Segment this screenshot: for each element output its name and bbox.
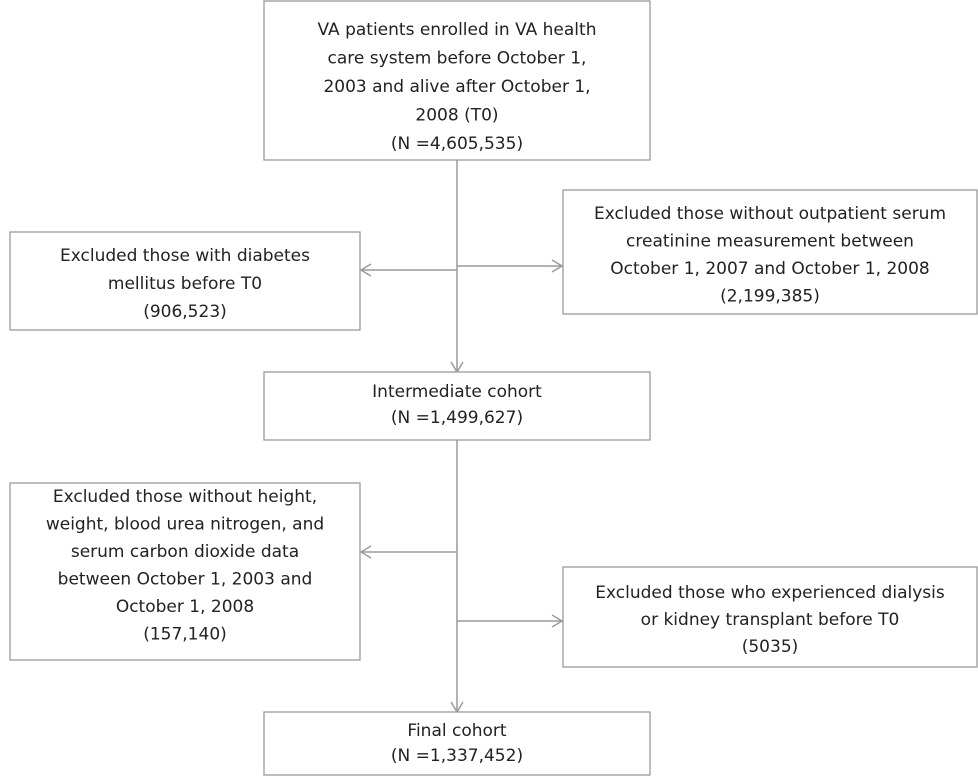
node-box (263, 0, 651, 161)
node: VA patients enrolled in VA health care sy… (263, 0, 651, 161)
node-text: (N =1,337,452) (391, 746, 523, 766)
node-text: Excluded those who experienced dialysis (595, 583, 945, 603)
node-text: Excluded those without outpatient serum (594, 204, 946, 224)
node-text: Final cohort (407, 721, 506, 741)
node: Excluded those without outpatient serum c… (562, 189, 978, 315)
arrowhead (551, 614, 564, 628)
node-text: Intermediate cohort (372, 382, 542, 402)
node-box (9, 482, 361, 661)
node: Excluded those who experienced dialysis o… (562, 566, 978, 668)
node-box (562, 566, 978, 668)
node-text: 2008 (T0) (415, 106, 498, 126)
node-text: (157,140) (143, 625, 227, 645)
node-text: October 1, 2008 (116, 597, 254, 617)
arrowhead (359, 263, 372, 277)
node-box (263, 371, 651, 441)
node-text: October 1, 2007 and October 1, 2008 (610, 259, 929, 279)
connectors (359, 160, 564, 714)
node-text: creatinine measurement between (626, 232, 914, 252)
node-text: weight, blood urea nitrogen, and (46, 515, 324, 535)
node-text: serum carbon dioxide data (71, 542, 299, 562)
node-text: or kidney transplant before T0 (641, 610, 900, 630)
node-text: care system before October 1, (328, 49, 587, 69)
arrowhead (359, 545, 372, 559)
node: Excluded those without height, weight, bl… (9, 482, 361, 661)
node: Excluded those with diabetes mellitus bef… (9, 231, 361, 331)
node-text: VA patients enrolled in VA health (318, 20, 597, 40)
node-text: (906,523) (143, 302, 227, 322)
node-box (562, 189, 978, 315)
node-text: mellitus before T0 (108, 274, 262, 294)
node-text: (N =4,605,535) (391, 134, 523, 154)
node-text: (5035) (742, 637, 799, 657)
node-text: between October 1, 2003 and (58, 570, 313, 590)
node-text: 2003 and alive after October 1, (323, 77, 590, 97)
node: Final cohort (N =1,337,452) (263, 711, 651, 776)
arrowhead (551, 259, 564, 273)
node-text: Excluded those with diabetes (60, 246, 310, 266)
node-box (9, 231, 361, 331)
node-text: Excluded those without height, (53, 487, 317, 507)
node-text: (N =1,499,627) (391, 408, 523, 428)
node-box (263, 711, 651, 776)
node-text: (2,199,385) (720, 287, 820, 307)
node: Intermediate cohort (N =1,499,627) (263, 371, 651, 441)
